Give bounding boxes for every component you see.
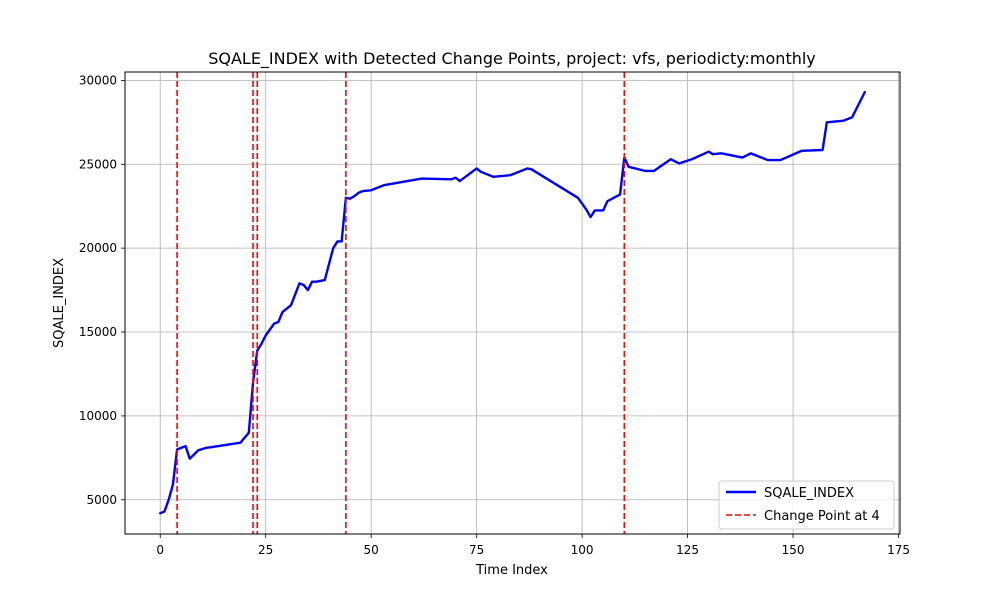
- y-axis-ticks: 5000 10000 15000 20000 25000 30000: [79, 73, 125, 507]
- x-tick-label: 25: [258, 543, 273, 557]
- x-tick-label: 175: [887, 543, 910, 557]
- x-tick-label: 150: [782, 543, 805, 557]
- series-layer: [159, 90, 866, 515]
- legend: SQALE_INDEX Change Point at 4: [718, 480, 895, 530]
- x-tick-label: 75: [469, 543, 484, 557]
- series-line-sqale-index: [159, 90, 866, 515]
- x-tick-label: 100: [571, 543, 594, 557]
- x-axis-label: Time Index: [475, 563, 548, 578]
- y-tick-label: 10000: [79, 409, 117, 423]
- y-tick-label: 15000: [79, 325, 117, 339]
- x-axis-ticks: 0 25 50 75 100 125 150 175: [156, 534, 910, 557]
- plot-area-frame: [124, 71, 901, 535]
- legend-label-change-point: Change Point at 4: [764, 509, 880, 524]
- y-tick-label: 25000: [79, 157, 117, 171]
- x-tick-label: 0: [156, 543, 164, 557]
- legend-label-sqale: SQALE_INDEX: [764, 486, 854, 501]
- grid: [125, 72, 900, 534]
- y-axis-label: SQALE_INDEX: [52, 258, 67, 348]
- y-tick-label: 30000: [79, 73, 117, 87]
- y-tick-label: 20000: [79, 241, 117, 255]
- x-tick-label: 50: [364, 543, 379, 557]
- change-points-layer: [176, 72, 626, 534]
- x-tick-label: 125: [676, 543, 699, 557]
- y-tick-label: 5000: [86, 493, 117, 507]
- legend-box: [718, 480, 895, 530]
- chart-title: SQALE_INDEX with Detected Change Points,…: [208, 49, 816, 69]
